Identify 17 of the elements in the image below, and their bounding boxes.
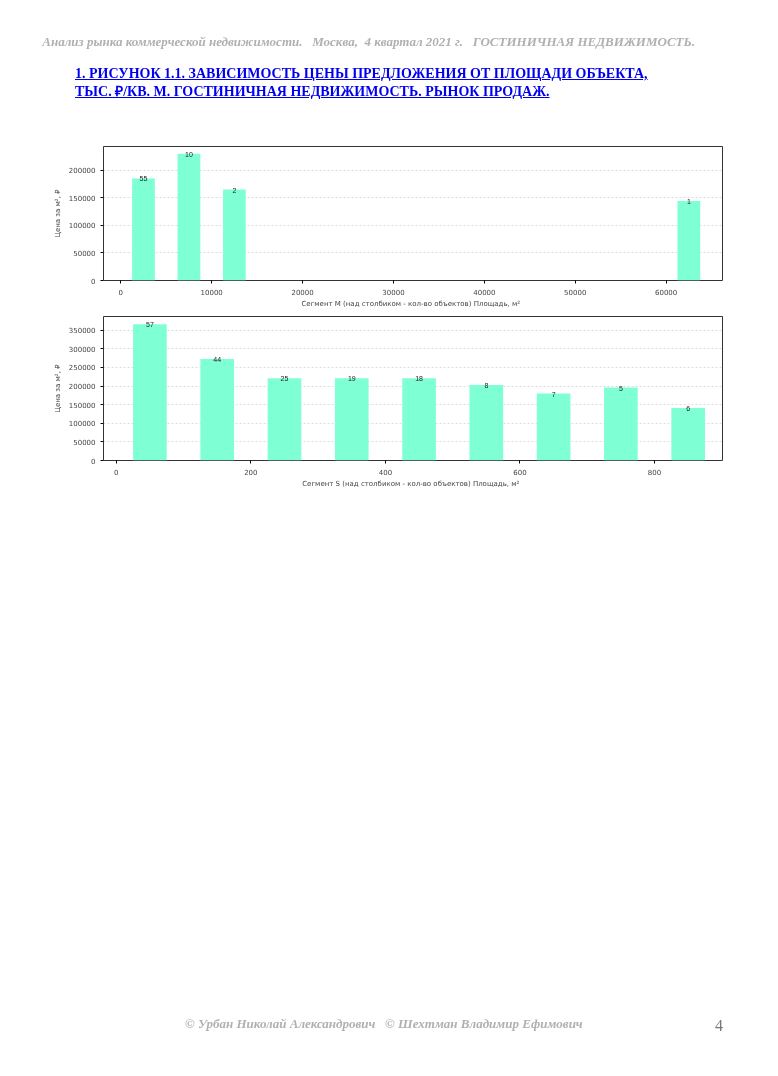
bar	[604, 387, 638, 461]
bar	[177, 153, 201, 281]
bar	[402, 378, 436, 461]
bar	[132, 178, 155, 281]
bar	[334, 378, 369, 461]
bar	[536, 393, 571, 461]
bar	[223, 189, 246, 281]
bar	[133, 324, 167, 461]
text: © Урбан Николай Александрович © Шехтман Владимир Ефимович	[184, 1015, 583, 1033]
chart-title: 1. РИСУНОК 1.1. ЗАВИСИМОСТЬ ЦЕНЫ ПРЕДЛОЖЕНИЯ ОТ ПЛОЩАДИ ОБЪЕКТА, ТЫС. ₽/КВ. М. ГОСТИНИЧНАЯ НЕДВИЖИМОСТЬ. РЫНОК ПРОДАЖ.	[74, 65, 649, 101]
bar	[671, 408, 706, 461]
text: 4	[715, 1016, 723, 1036]
bar	[200, 358, 235, 461]
bar	[677, 201, 701, 281]
bar	[469, 384, 504, 461]
text: Анализ рынка коммерческой недвижимости. Москва, 4 квартал 2021 г. ГОСТИНИЧНАЯ НЕДВИЖИМОСТЬ.	[40, 33, 695, 51]
bar	[267, 378, 302, 461]
